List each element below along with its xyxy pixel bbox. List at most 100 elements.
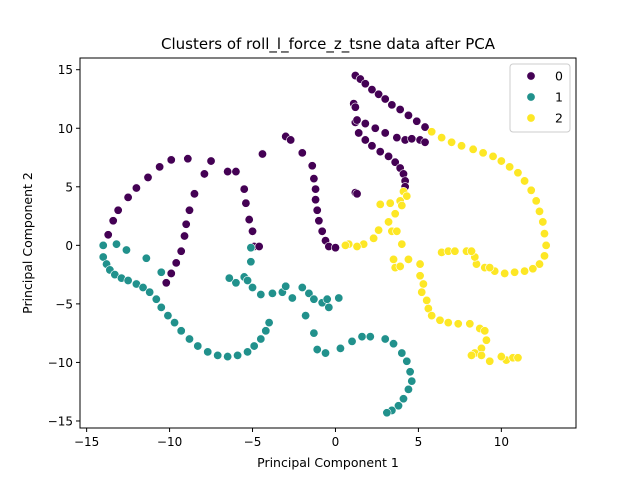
scatter-point-cluster-1 [287,293,297,303]
scatter-point-cluster-1 [98,240,108,250]
scatter-point-cluster-0 [380,128,390,138]
scatter-point-cluster-2 [375,199,385,209]
scatter-point-cluster-1 [224,273,234,283]
legend-label-1: 1 [555,90,563,105]
scatter-point-cluster-1 [193,341,203,351]
scatter-point-cluster-2 [539,251,549,261]
scatter-point-cluster-1 [312,345,322,355]
scatter-point-cluster-0 [206,156,216,166]
scatter-point-cluster-2 [510,267,520,277]
scatter-point-cluster-0 [297,148,307,158]
scatter-point-cluster-2 [389,254,399,264]
y-axis-label: Principal Component 2 [20,172,35,314]
scatter-point-cluster-0 [307,161,317,171]
scatter-point-cluster-0 [176,246,186,256]
scatter-point-cluster-1 [156,267,166,277]
x-tick-label: 5 [415,435,423,449]
scatter-point-cluster-0 [314,216,324,226]
scatter-point-cluster-1 [324,302,334,312]
scatter-point-cluster-0 [311,184,321,194]
scatter-point-cluster-2 [465,319,475,329]
scatter-point-cluster-0 [354,128,364,138]
x-tick-label: −15 [74,435,99,449]
scatter-point-cluster-2 [397,239,407,249]
scatter-point-cluster-0 [143,172,153,182]
legend-label-2: 2 [555,111,563,126]
scatter-point-cluster-2 [453,319,463,329]
scatter-point-cluster-1 [321,348,331,358]
scatter-point-cluster-1 [407,376,417,386]
scatter-point-cluster-1 [334,293,344,303]
scatter-point-cluster-0 [241,198,251,208]
scatter-point-cluster-1 [249,341,259,351]
scatter-point-cluster-0 [248,226,258,236]
scatter-point-cluster-0 [244,215,254,225]
scatter-point-cluster-0 [350,102,360,112]
scatter-point-cluster-2 [541,240,551,250]
legend-marker-2 [526,113,536,123]
scatter-point-cluster-0 [352,189,362,199]
scatter-point-cluster-1 [233,350,243,360]
scatter-point-cluster-2 [427,127,437,137]
scatter-point-cluster-1 [397,348,407,358]
scatter-point-cluster-2 [513,168,523,178]
scatter-point-cluster-0 [113,205,123,215]
scatter-point-cluster-1 [223,352,233,362]
scatter-point-cluster-2 [496,156,506,166]
scatter-point-cluster-2 [397,201,407,211]
scatter-point-cluster-1 [304,288,314,298]
scatter-point-cluster-0 [395,105,405,115]
x-tick-label: 0 [332,435,340,449]
scatter-point-cluster-0 [239,184,249,194]
scatter-point-cluster-2 [415,271,425,281]
scatter-point-cluster-1 [382,408,392,418]
scatter-point-cluster-1 [170,318,180,328]
scatter-point-cluster-1 [267,288,277,298]
scatter-point-cluster-0 [183,154,193,164]
scatter-point-cluster-0 [390,157,400,167]
scatter-point-cluster-1 [405,367,415,377]
scatter-point-cluster-0 [103,230,113,240]
scatter-point-cluster-2 [526,185,536,195]
scatter-point-cluster-1 [123,275,133,285]
scatter-point-cluster-2 [415,259,425,269]
scatter-point-cluster-0 [392,133,402,143]
scatter-point-cluster-1 [380,334,390,344]
scatter-point-cluster-2 [437,133,447,143]
scatter-point-cluster-2 [384,217,394,227]
scatter-point-cluster-0 [360,135,370,145]
scatter-point-cluster-2 [340,240,350,250]
scatter-point-cluster-0 [312,205,322,215]
scatter-point-cluster-1 [243,347,253,357]
scatter-point-cluster-0 [166,155,176,165]
scatter-point-cluster-1 [243,275,253,285]
legend-box [509,63,571,133]
scatter-point-cluster-2 [385,198,395,208]
y-tick-label: 5 [65,180,73,194]
scatter-point-cluster-2 [535,259,545,269]
legend: 0 1 2 [509,63,571,133]
y-tick-label: −5 [55,297,73,311]
scatter-point-cluster-1 [264,318,274,328]
scatter-point-cluster-0 [317,226,327,236]
scatter-point-cluster-0 [189,189,199,199]
scatter-point-cluster-2 [369,233,379,243]
scatter-point-cluster-2 [538,217,548,227]
scatter-point-cluster-0 [184,205,194,215]
chart-title: Clusters of roll_l_force_z_tsne data aft… [161,35,496,54]
scatter-point-cluster-2 [478,148,488,158]
scatter-point-cluster-1 [231,278,241,288]
scatter-point-cluster-0 [412,116,422,126]
legend-marker-0 [526,71,536,81]
scatter-point-cluster-2 [485,356,495,366]
scatter-point-cluster-2 [520,266,530,276]
scatter-point-cluster-1 [335,343,345,353]
scatter-point-cluster-1 [357,332,367,342]
scatter-point-cluster-1 [297,282,307,292]
y-tick-label: −15 [48,414,73,428]
plot-frame [79,57,577,429]
scatter-point-cluster-0 [380,94,390,104]
scatter-point-cluster-2 [485,263,495,273]
scatter-point-cluster-2 [402,191,412,201]
scatter-point-cluster-1 [213,350,223,360]
